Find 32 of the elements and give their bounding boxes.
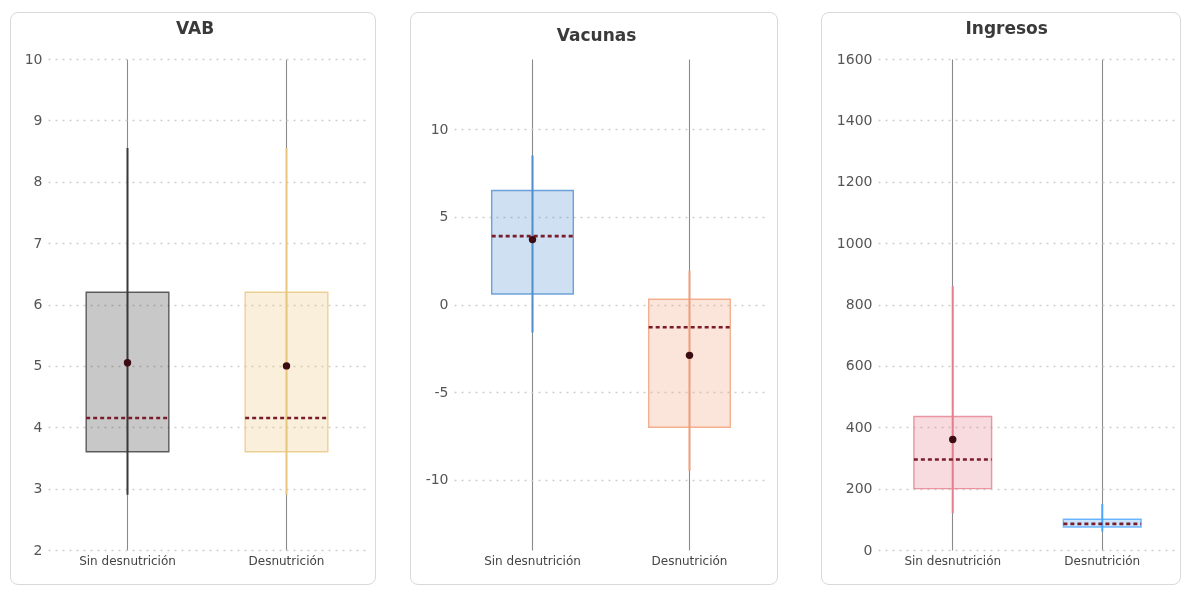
- y-tick-label: -5: [434, 383, 449, 400]
- chart-title: Ingresos: [965, 18, 1048, 38]
- chart-title: Vacunas: [556, 25, 637, 45]
- x-tick-label: Sin desnutrición: [79, 553, 176, 568]
- y-tick-label: 3: [33, 480, 43, 497]
- x-tick-label: Desnutrición: [651, 553, 728, 568]
- x-tick-label: Sin desnutrición: [904, 553, 1002, 568]
- y-tick-label: 0: [863, 541, 873, 558]
- x-tick-label: Sin desnutrición: [484, 553, 581, 568]
- x-tick-label: Desnutrición: [248, 553, 325, 568]
- y-tick-label: 200: [845, 480, 873, 497]
- y-tick-label: 9: [33, 111, 43, 128]
- y-tick-label: 0: [439, 296, 449, 312]
- y-tick-label: 2: [33, 541, 43, 558]
- y-tick-label: 1600: [836, 50, 873, 67]
- y-tick-label: 8: [33, 173, 43, 190]
- y-tick-label: 10: [24, 50, 43, 67]
- y-tick-label: -10: [425, 471, 449, 488]
- chart-title: VAB: [176, 18, 215, 38]
- y-tick-label: 5: [33, 357, 43, 374]
- y-tick-label: 10: [430, 120, 449, 137]
- y-tick-label: 800: [845, 296, 873, 312]
- y-tick-label: 5: [439, 208, 449, 225]
- y-tick-label: 1000: [836, 234, 873, 251]
- x-tick-label: Desnutrición: [1064, 553, 1141, 568]
- y-tick-label: 1400: [836, 111, 873, 128]
- y-tick-label: 6: [33, 296, 43, 312]
- y-tick-label: 4: [33, 418, 43, 435]
- y-tick-label: 600: [845, 357, 873, 374]
- y-tick-label: 1200: [836, 173, 873, 190]
- y-tick-label: 7: [33, 234, 43, 251]
- y-tick-label: 400: [845, 418, 873, 435]
